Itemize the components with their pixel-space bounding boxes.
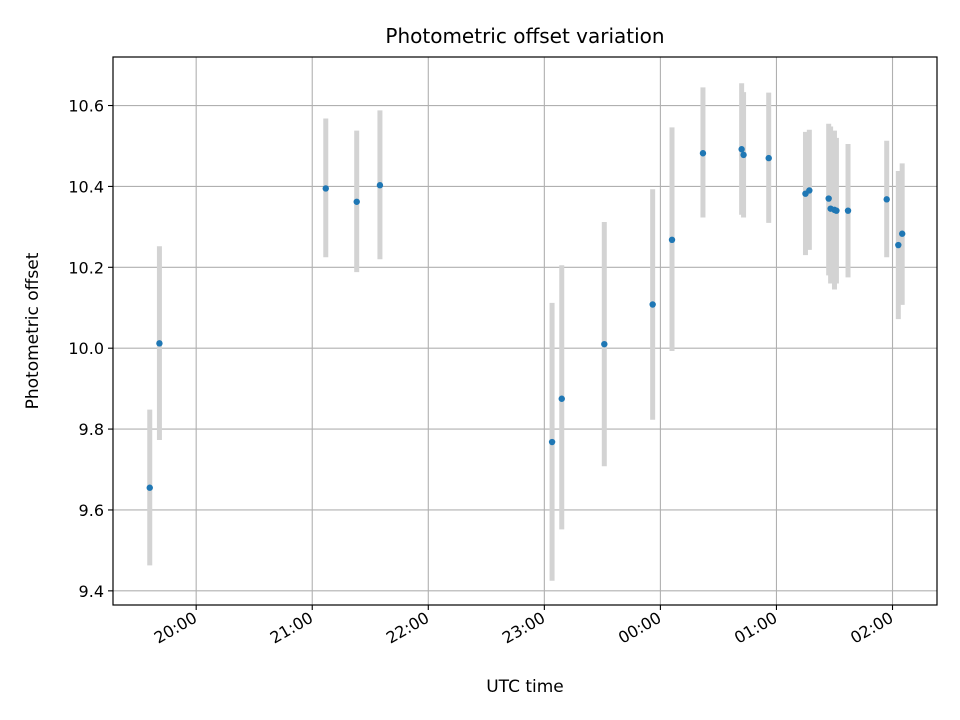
data-point [649,301,656,308]
data-point [146,484,153,491]
data-point [844,207,852,214]
data-point [156,340,163,347]
y-tick-label: 9.8 [79,420,104,439]
y-axis-label: Photometric offset [23,252,43,409]
x-axis-label: UTC time [486,677,564,697]
data-point [353,198,360,205]
chart-title: Photometric offset variation [385,24,664,48]
gridlines [113,57,937,605]
plot-frame [112,56,938,606]
data-point [376,182,384,189]
data-point [898,230,906,237]
data-point [765,154,772,162]
y-tick-label: 9.6 [79,501,104,520]
data-point [738,146,745,153]
data-point [883,196,890,203]
data-point [833,207,840,214]
data-point [558,395,565,402]
y-axis-ticks: 9.4 9.6 9.8 10.0 10.2 10.4 10.6 [68,97,113,601]
data-point [806,187,813,194]
y-tick-label: 10.0 [68,339,104,358]
data-point [601,340,608,348]
y-tick-label: 10.4 [68,177,104,196]
data-points [146,146,906,491]
data-point [895,241,902,249]
y-tick-label: 9.4 [79,582,104,601]
data-point [740,151,747,159]
y-tick-label: 10.2 [68,258,104,277]
data-point [825,195,832,202]
data-point [699,150,707,157]
data-point [548,438,556,446]
data-point [668,236,676,244]
data-point [322,185,329,192]
y-tick-label: 10.6 [68,97,104,116]
